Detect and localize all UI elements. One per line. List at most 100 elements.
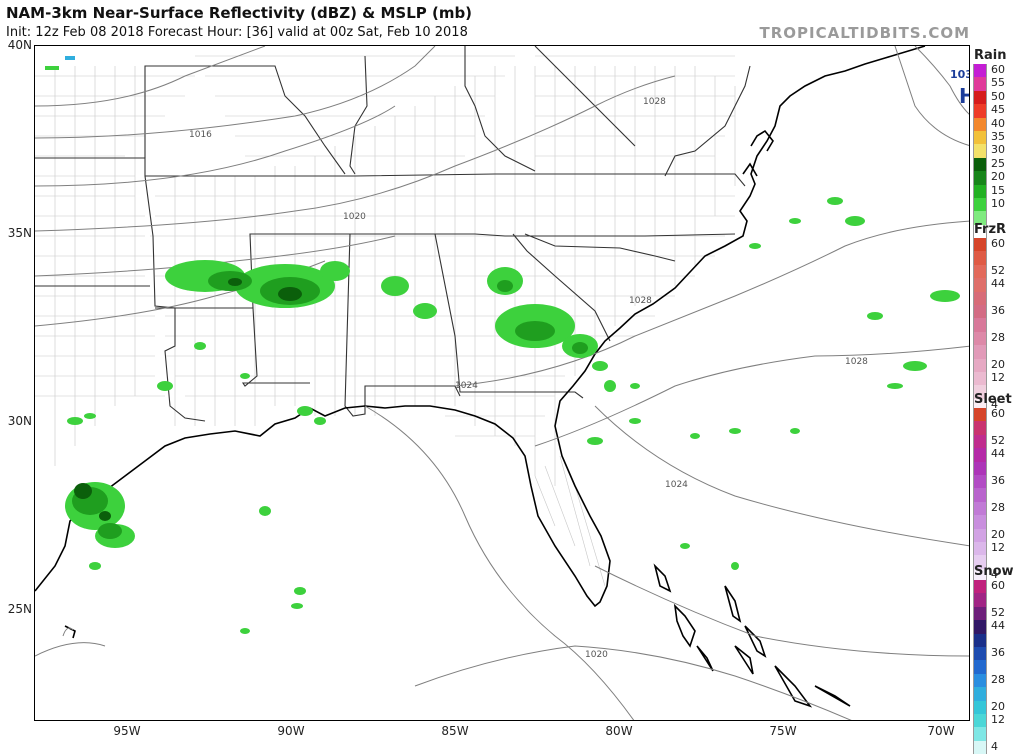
legend-level: 52 xyxy=(991,263,1005,277)
legend-swatch xyxy=(973,278,987,292)
legend-level: 44 xyxy=(991,277,1005,291)
legend-swatch xyxy=(973,358,987,372)
legend-level: 60 xyxy=(991,579,1005,592)
legend-row: 20 xyxy=(971,170,1023,185)
legend-swatch xyxy=(973,474,987,489)
legend-title: Rain xyxy=(974,48,1007,63)
legend-row: 44 xyxy=(971,277,1023,292)
legend-swatch xyxy=(973,488,987,502)
longitude-label: 70W xyxy=(927,724,955,738)
legend-swatch xyxy=(973,606,987,621)
legend-level: 12 xyxy=(991,370,1005,384)
legend-row xyxy=(971,385,1023,399)
longitude-label: 90W xyxy=(277,724,305,738)
legend-swatch xyxy=(973,345,987,359)
legend-row xyxy=(971,421,1023,435)
legend-swatch xyxy=(973,64,987,78)
legend-swatch xyxy=(973,117,987,131)
forecast-info: Init: 12z Feb 08 2018 Forecast Hour: [36… xyxy=(6,25,468,40)
legend-swatch xyxy=(973,593,987,607)
legend-level: 52 xyxy=(991,605,1005,619)
legend-level: 36 xyxy=(991,645,1005,659)
isobar-label: 1020 xyxy=(585,650,608,660)
legend-row: 36 xyxy=(971,645,1023,661)
legend-row: 4 xyxy=(971,568,1023,583)
legend-swatch xyxy=(973,740,987,754)
legend-swatch xyxy=(973,171,987,185)
legend-scale: 60 52 44 36 28 20 12 4 xyxy=(971,579,1023,754)
legend-swatch xyxy=(973,238,987,252)
legend-row xyxy=(971,251,1023,265)
legend-swatch xyxy=(973,580,987,594)
legend-swatch xyxy=(973,568,987,583)
legend-swatch xyxy=(973,713,987,728)
legend-scale: 60 52 44 36 28 20 12 4 xyxy=(971,407,1023,583)
map-header: NAM-3km Near-Surface Reflectivity (dBZ) … xyxy=(0,0,1024,44)
legend-row xyxy=(971,593,1023,607)
legend-row: 28 xyxy=(971,501,1023,516)
legend-scale: 60 52 44 36 28 20 12 4 xyxy=(971,237,1023,413)
legend-row: 20 xyxy=(971,357,1023,372)
legend-row: 60 xyxy=(971,237,1023,252)
radar-echoes xyxy=(45,56,960,634)
legend-row: 20 xyxy=(971,700,1023,714)
legend-row: 50 xyxy=(971,89,1023,105)
legend-level: 44 xyxy=(991,619,1005,633)
legend-swatch xyxy=(973,144,987,158)
legend-row xyxy=(971,633,1023,647)
legend-swatch xyxy=(973,448,987,462)
legend-row: 52 xyxy=(971,434,1023,449)
legend-level: 45 xyxy=(991,103,1005,117)
isobar-label: 1016 xyxy=(189,130,212,140)
map-canvas: 1016 1020 1028 1028 1024 1028 1024 1020 … xyxy=(35,46,969,720)
isobar-labels: 1016 1020 1028 1028 1024 1028 1024 1020 … xyxy=(189,68,969,660)
legend-scale: 60 55 50 45 40 35 30 25 20 15 10 xyxy=(971,63,1023,239)
legend-swatch xyxy=(973,673,987,688)
legend-row xyxy=(971,211,1023,225)
legend-swatch xyxy=(973,291,987,305)
legend-row: 12 xyxy=(971,713,1023,728)
legend-swatch xyxy=(973,461,987,475)
legend-row: 52 xyxy=(971,263,1023,279)
legend-swatch xyxy=(973,184,987,198)
legend-row: 45 xyxy=(971,103,1023,118)
legend-row: 55 xyxy=(971,76,1023,91)
legend-swatch xyxy=(973,318,987,332)
legend-swatch xyxy=(973,700,987,714)
legend-level: 20 xyxy=(991,527,1005,541)
legend-row: 36 xyxy=(971,474,1023,489)
isobar-label: 1020 xyxy=(343,212,366,222)
legend-row: 28 xyxy=(971,672,1023,688)
weather-map: 1016 1020 1028 1028 1024 1028 1024 1020 … xyxy=(34,45,970,721)
legend-row xyxy=(971,461,1023,475)
isobar-label: 1024 xyxy=(665,480,688,490)
legend-row: 20 xyxy=(971,527,1023,542)
legend-level: 30 xyxy=(991,143,1005,157)
legend-row xyxy=(971,291,1023,305)
legend-row: 40 xyxy=(971,116,1023,131)
legend-level: 40 xyxy=(991,116,1005,130)
legend-level: 55 xyxy=(991,76,1005,90)
legend-row: 4 xyxy=(971,740,1023,754)
legend-row: 60 xyxy=(971,63,1023,78)
legend-level: 10 xyxy=(991,196,1005,210)
legend-swatch xyxy=(973,331,987,346)
legend-level: 50 xyxy=(991,89,1005,103)
state-borders xyxy=(35,46,751,422)
legend-level: 20 xyxy=(991,357,1005,371)
legend-swatch xyxy=(973,251,987,265)
legend-row: 44 xyxy=(971,447,1023,462)
legend-row: 10 xyxy=(971,196,1023,212)
legend-title: Snow xyxy=(974,564,1014,579)
legend-swatch xyxy=(973,157,987,172)
legend-row xyxy=(971,224,1023,239)
legend-swatch xyxy=(973,385,987,399)
legend-swatch xyxy=(973,541,987,556)
legend-level: 28 xyxy=(991,672,1005,686)
legend-row: 36 xyxy=(971,303,1023,319)
legend-level: 35 xyxy=(991,129,1005,143)
legend-swatch xyxy=(973,501,987,516)
coastline xyxy=(35,46,926,708)
legend-level: 36 xyxy=(991,303,1005,317)
legend-level: 12 xyxy=(991,540,1005,554)
